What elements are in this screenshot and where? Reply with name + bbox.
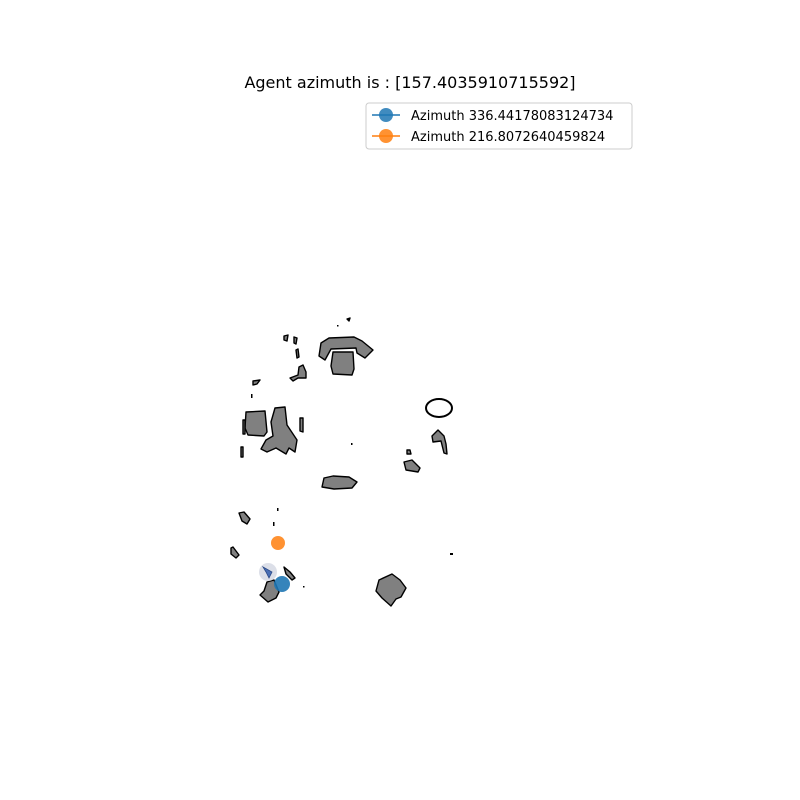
azimuth-336-marker: [274, 576, 290, 592]
obstacle-left-block: [244, 410, 268, 437]
obstacle-small: [295, 348, 300, 359]
obstacle-bottom-right: [375, 573, 407, 607]
obstacle-speck: [346, 317, 351, 322]
obstacle-speck: [351, 443, 353, 445]
obstacle-ring: [425, 398, 453, 418]
obstacle-small: [293, 336, 298, 345]
occupancy-map: [230, 317, 453, 607]
legend: Azimuth 336.44178083124734 Azimuth 216.8…: [365, 102, 633, 150]
obstacle-speck: [251, 394, 253, 398]
obstacle-small: [283, 334, 289, 342]
legend-item-azimuth-336: Azimuth 336.44178083124734: [372, 108, 613, 124]
obstacle-small: [238, 511, 251, 525]
azimuth-216-marker: [271, 536, 285, 550]
obstacle-speck: [273, 522, 275, 526]
figure-title: Agent azimuth is : [157.4035910715592]: [244, 73, 575, 92]
obstacle-small: [289, 364, 307, 382]
obstacle-speck: [450, 553, 453, 555]
obstacle-small: [431, 429, 448, 455]
obstacle-speck: [303, 586, 305, 588]
obstacle-center: [321, 475, 358, 490]
obstacle-small: [230, 546, 240, 559]
obstacle-small: [406, 449, 412, 455]
legend-item-azimuth-216: Azimuth 216.8072640459824: [372, 129, 605, 145]
legend-label-azimuth-216: Azimuth 216.8072640459824: [411, 130, 605, 145]
legend-frame: [365, 102, 633, 150]
obstacle-left-pillar: [260, 406, 298, 455]
obstacle-speck: [337, 325, 339, 327]
obstacle-thin: [240, 446, 244, 458]
obstacle-small: [403, 459, 421, 473]
obstacle-small: [283, 566, 296, 581]
navigation-arrow-icon: [261, 565, 273, 579]
obstacle-thin: [242, 419, 246, 435]
obstacle-top-block: [330, 351, 355, 376]
legend-marker-blue: [379, 108, 393, 122]
agent: [259, 563, 277, 581]
legend-marker-orange: [379, 129, 393, 143]
obstacle-thin: [299, 417, 304, 433]
obstacle-small: [252, 379, 261, 386]
legend-label-azimuth-336: Azimuth 336.44178083124734: [411, 109, 613, 124]
obstacle-speck: [277, 508, 279, 511]
obstacle-top-structure: [318, 336, 374, 361]
